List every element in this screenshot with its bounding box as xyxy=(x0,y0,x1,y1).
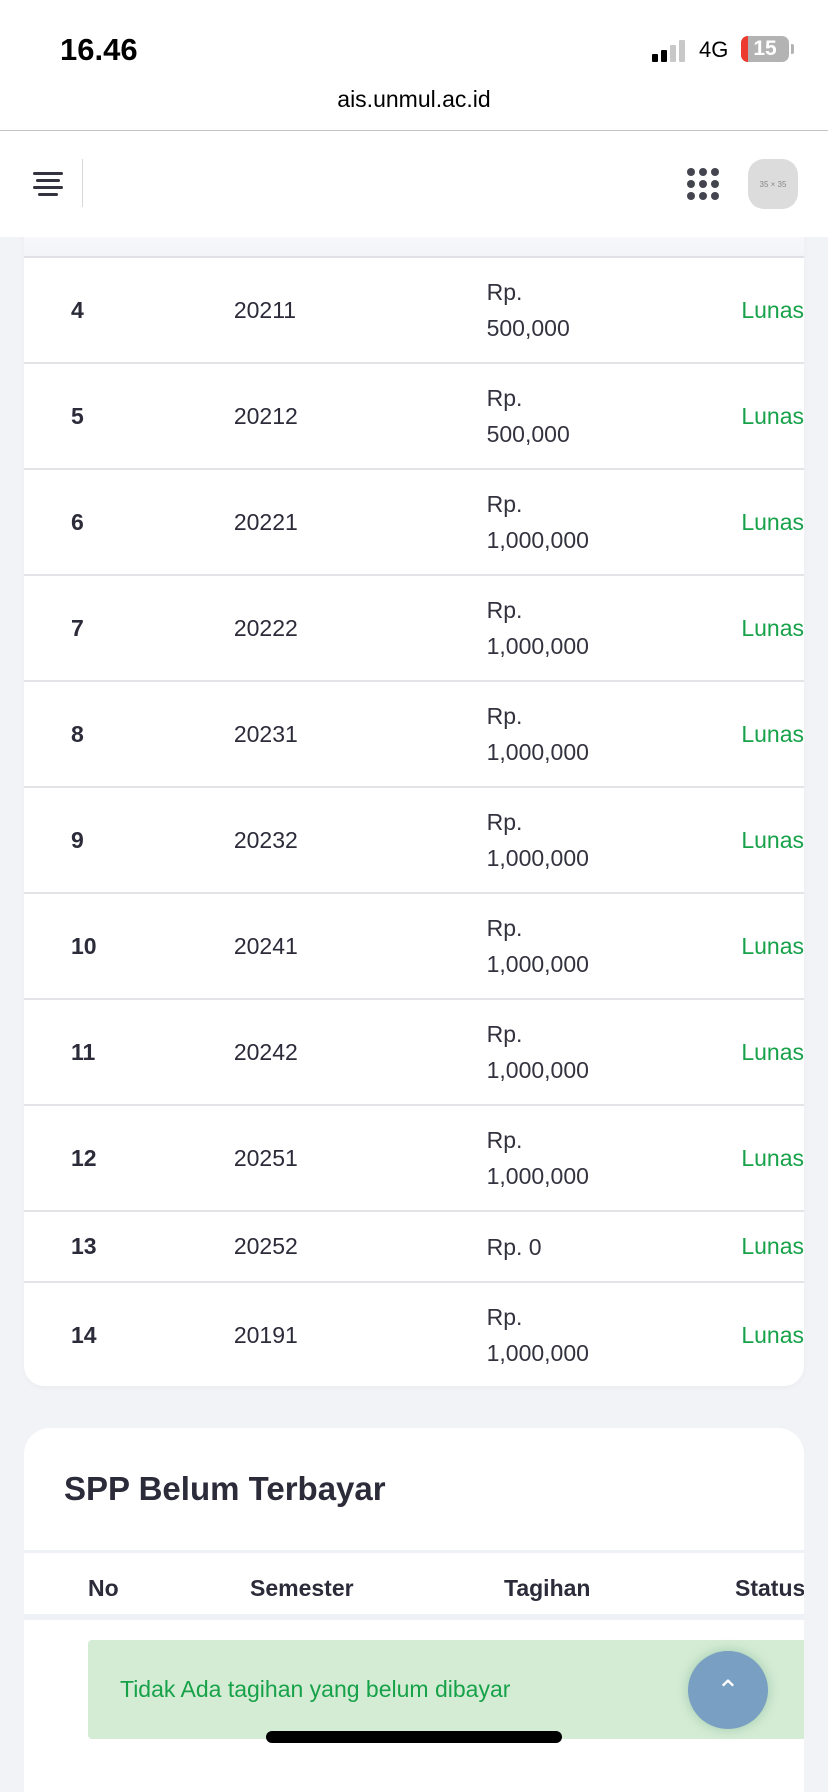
table-row: 12 20251 Rp. 1,000,000 Lunas xyxy=(24,1106,804,1212)
table-row: 14 20191 Rp. 1,000,000 Lunas xyxy=(24,1283,804,1386)
avatar[interactable]: 35 × 35 xyxy=(748,159,798,209)
menu-icon[interactable] xyxy=(33,172,63,200)
table-row: 4 20211 Rp. 500,000 Lunas xyxy=(24,258,804,364)
row-no: 14 xyxy=(71,1321,97,1348)
table-row: 5 20212 Rp. 500,000 Lunas xyxy=(24,364,804,470)
row-tagihan: Rp. 1,000,000 xyxy=(486,809,589,871)
table-row: 9 20232 Rp. 1,000,000 Lunas xyxy=(24,788,804,894)
row-no: 12 xyxy=(71,1144,97,1171)
divider xyxy=(82,159,83,207)
row-semester: 20191 xyxy=(233,1321,298,1348)
row-no: 5 xyxy=(71,402,84,429)
row-status: Lunas xyxy=(741,1038,804,1065)
row-tagihan: Rp. 1,000,000 xyxy=(486,1021,589,1083)
row-no: 6 xyxy=(71,508,84,535)
row-semester: 20241 xyxy=(233,932,298,959)
row-no: 11 xyxy=(71,1038,96,1065)
header-no: No xyxy=(88,1575,119,1601)
row-no: 4 xyxy=(71,296,84,323)
header-tagihan: Tagihan xyxy=(504,1575,591,1601)
row-tagihan: Rp. 500,000 xyxy=(486,279,570,341)
row-status: Lunas xyxy=(741,614,804,641)
row-no: 9 xyxy=(71,826,84,853)
battery-tip xyxy=(791,44,794,54)
row-no: 7 xyxy=(71,614,84,641)
row-semester: 20252 xyxy=(233,1233,298,1259)
row-no: 13 xyxy=(71,1233,97,1259)
row-status: Lunas xyxy=(741,1321,804,1348)
home-indicator xyxy=(266,1731,562,1743)
row-semester: 20232 xyxy=(233,826,298,853)
row-status: Lunas xyxy=(741,508,804,535)
status-bar: 16.46 4G 15 ais.unmul.ac.id xyxy=(0,0,828,131)
row-semester: 20242 xyxy=(233,1038,298,1065)
header-semester: Semester xyxy=(250,1575,354,1601)
empty-alert: Tidak Ada tagihan yang belum dibayar xyxy=(88,1640,804,1739)
double-chevron-up-icon: ⌃ xyxy=(716,1674,740,1706)
apps-grid-icon[interactable] xyxy=(687,168,719,200)
row-tagihan: Rp. 1,000,000 xyxy=(486,491,589,553)
row-semester: 20251 xyxy=(233,1144,298,1171)
clock: 16.46 xyxy=(60,32,138,67)
signal-icon xyxy=(652,40,685,62)
table-row: 10 20241 Rp. 1,000,000 Lunas xyxy=(24,894,804,1000)
row-semester: 20221 xyxy=(233,508,298,535)
row-no: 10 xyxy=(71,932,97,959)
table-row: 11 20242 Rp. 1,000,000 Lunas xyxy=(24,1000,804,1106)
network-label: 4G xyxy=(699,37,729,62)
row-tagihan: Rp. 1,000,000 xyxy=(486,703,589,765)
row-status: Lunas xyxy=(741,826,804,853)
paid-spp-card: 4 20211 Rp. 500,000 Lunas 5 20212 Rp. 500,000 Lun… xyxy=(24,200,804,1386)
table-row: 13 20252 Rp. 0 Lunas xyxy=(24,1212,804,1283)
row-status: Lunas xyxy=(741,1144,804,1171)
url-bar[interactable]: ais.unmul.ac.id xyxy=(337,86,491,112)
row-tagihan: Rp. 0 xyxy=(486,1233,542,1260)
scroll-to-top-button[interactable]: ⌃ xyxy=(688,1651,768,1729)
row-semester: 20222 xyxy=(233,614,298,641)
row-status: Lunas xyxy=(741,720,804,747)
row-no: 8 xyxy=(71,720,84,747)
row-status: Lunas xyxy=(741,296,804,323)
row-semester: 20212 xyxy=(233,402,298,429)
row-tagihan: Rp. 1,000,000 xyxy=(486,1127,589,1189)
table-row: 7 20222 Rp. 1,000,000 Lunas xyxy=(24,576,804,682)
battery-icon: 15 xyxy=(741,36,789,62)
row-semester: 20231 xyxy=(233,720,298,747)
table-header: No Semester Tagihan Status xyxy=(24,1550,804,1620)
row-semester: 20211 xyxy=(233,296,297,323)
row-tagihan: Rp. 1,000,000 xyxy=(486,1304,589,1366)
section-title: SPP Belum Terbayar xyxy=(64,1470,386,1507)
table-row: 8 20231 Rp. 1,000,000 Lunas xyxy=(24,682,804,788)
row-status: Lunas xyxy=(741,402,804,429)
table-row: 6 20221 Rp. 1,000,000 Lunas xyxy=(24,470,804,576)
row-status: Lunas xyxy=(741,932,804,959)
row-tagihan: Rp. 1,000,000 xyxy=(486,597,589,659)
top-navbar: 35 × 35 xyxy=(0,131,828,237)
row-status: Lunas xyxy=(741,1233,804,1259)
row-tagihan: Rp. 1,000,000 xyxy=(486,915,589,977)
header-status: Status xyxy=(735,1575,804,1601)
row-tagihan: Rp. 500,000 xyxy=(486,385,570,447)
